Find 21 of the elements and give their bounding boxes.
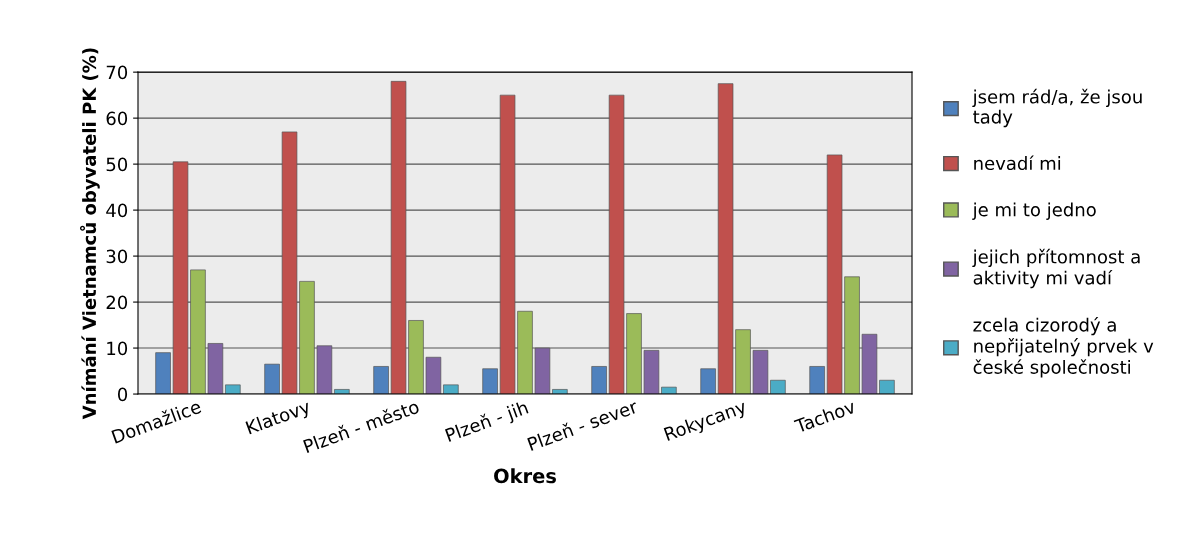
bar xyxy=(700,368,716,395)
y-tick-label: 0 xyxy=(117,387,128,402)
bar xyxy=(443,384,459,395)
y-axis-title: Vnímání Vietnamců obyvateli PK (%) xyxy=(80,48,100,420)
y-tick-label: 30 xyxy=(106,249,128,264)
x-tick-label: Tachov xyxy=(793,399,857,434)
y-tick-label: 40 xyxy=(106,203,128,218)
legend-label: je mi to jedno xyxy=(972,202,1096,220)
bar xyxy=(225,384,241,395)
y-tick-label: 60 xyxy=(106,111,128,126)
x-axis-title: Okres xyxy=(494,468,556,484)
legend-label: nevadí mi xyxy=(974,155,1061,171)
bar xyxy=(809,366,825,395)
legend-label: jejich přítomnost a aktivity mi vadí xyxy=(972,248,1140,289)
y-tick-label: 20 xyxy=(106,295,128,310)
legend-label: zcela cizorodý a nepřijatelný prvek v české společnosti xyxy=(973,317,1154,378)
y-tick-label: 10 xyxy=(107,341,128,356)
legend-label: jsem rád/a, že jsou tady xyxy=(972,88,1142,128)
y-tick-label: 50 xyxy=(106,157,128,172)
y-tick-label: 70 xyxy=(106,65,128,80)
bar xyxy=(591,366,607,395)
